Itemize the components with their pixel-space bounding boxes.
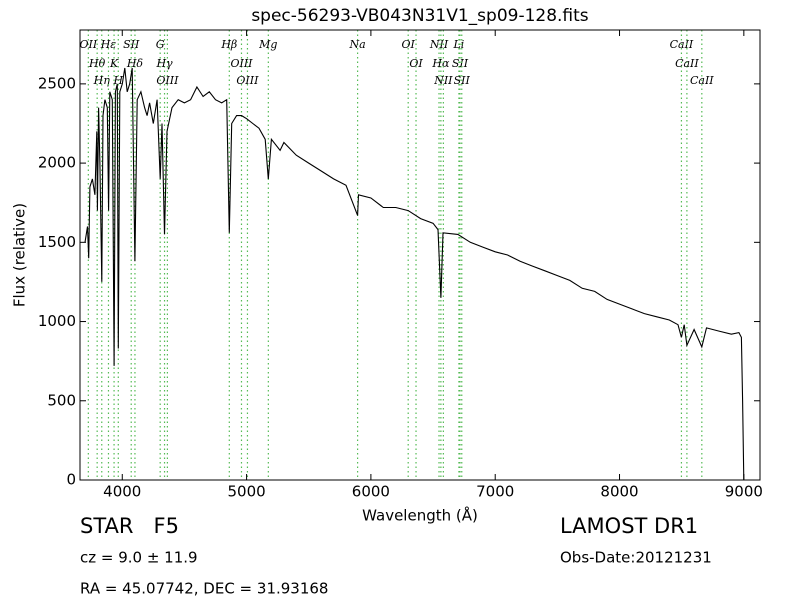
x-tick-label: 9000 [725,483,763,501]
line-label: OI [402,38,416,51]
line-label: OI [409,57,423,70]
line-label: OII [79,38,97,51]
line-label: Na [349,38,366,51]
line-label: CaII [670,38,694,51]
survey: LAMOST DR1 [560,514,698,538]
line-label: OIII [156,74,179,87]
line-label: SII [123,38,140,51]
coordinates: RA = 45.07742, DEC = 31.93168 [80,580,328,598]
line-label: SII [452,57,469,70]
line-label: NII [429,38,449,51]
chart-title: spec-56293-VB043N31V1_sp09-128.fits [251,6,588,26]
line-label: Hα [431,57,450,70]
x-tick-label: 5000 [227,483,265,501]
y-tick-label: 500 [47,391,76,409]
y-axis-label: Flux (relative) [11,203,29,307]
line-label: Hη [93,74,111,87]
plot-frame [79,29,761,481]
y-tick-label: 1000 [38,312,76,330]
y-tick-label: 1500 [38,233,76,251]
line-label: Hγ [155,57,173,70]
y-tick-label: 0 [66,471,76,489]
line-label: Mg [258,38,277,51]
line-label: H [112,74,123,87]
spectrum-line [84,67,745,481]
line-label: NII [433,74,453,87]
x-tick-label: 8000 [600,483,638,501]
line-label: SII [454,74,471,87]
line-label: OIII [236,74,259,87]
x-tick-label: 6000 [352,483,390,501]
line-label: Hδ [126,57,144,70]
line-label: CaII [675,57,699,70]
line-label: Hβ [220,38,237,51]
line-label: Hθ [88,57,106,70]
line-label: Hε [100,38,117,51]
line-label: K [109,57,119,70]
obs-date: Obs-Date:20121231 [560,549,712,567]
line-label: Li [452,38,464,51]
line-label: OIII [230,57,253,70]
line-label: CaII [690,74,714,87]
redshift: cz = 9.0 ± 11.9 [80,549,198,567]
object-class: STAR F5 [80,514,179,538]
x-tick-label: 4000 [103,483,141,501]
y-tick-label: 2500 [38,74,76,92]
x-axis-label: Wavelength (Å) [362,506,478,525]
y-tick-label: 2000 [38,154,76,172]
line-label: G [156,38,165,51]
x-tick-label: 7000 [476,483,514,501]
